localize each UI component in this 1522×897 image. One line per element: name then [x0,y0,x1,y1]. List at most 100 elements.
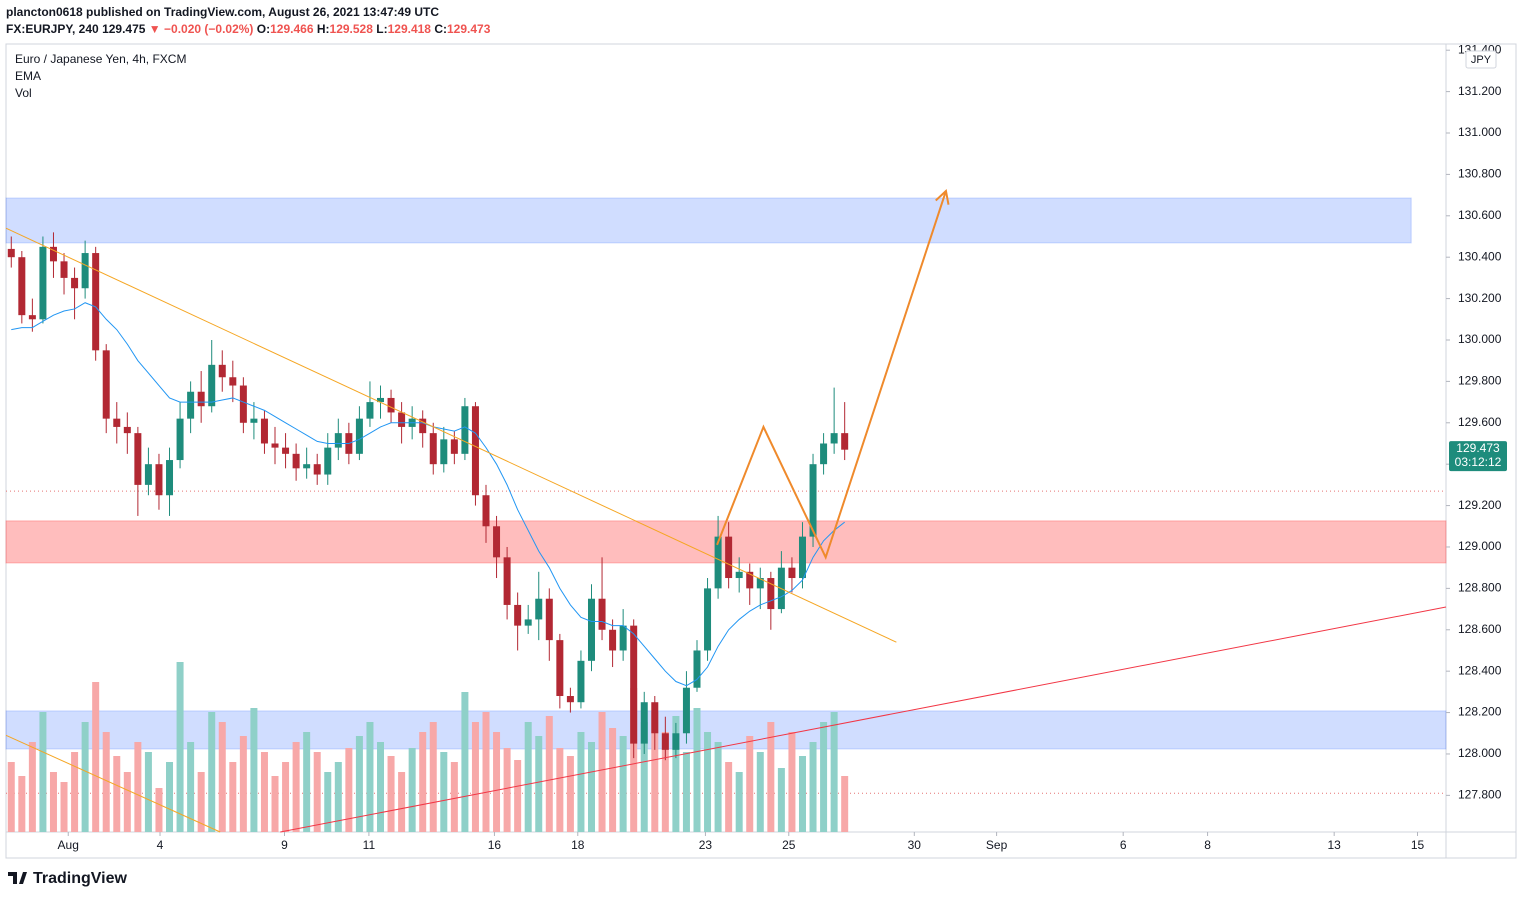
candle-body [577,660,585,703]
candle-body [28,315,36,320]
candle-body [704,588,712,651]
volume-bar [820,722,828,832]
volume-bar [176,662,184,832]
volume-pane [7,662,849,832]
candle-body [619,625,627,651]
volume-bar [493,732,501,832]
volume-bar [545,716,553,832]
volume-bar [704,732,712,832]
volume-bar [482,712,490,832]
volume-bar [155,788,163,832]
volume-bar [461,692,469,832]
candle-body [176,418,184,461]
candle-body [313,464,321,475]
candle-body [260,418,268,444]
y-tick-label: 130.800 [1458,167,1502,181]
down-arrow: ▼ [148,22,161,36]
volume-bar [81,722,89,832]
zone [5,197,1412,244]
candle-body [651,702,659,734]
publish-text: plancton0618 published on TradingView.co… [6,5,440,19]
volume-bar [355,736,363,832]
volume-bar [503,748,511,832]
volume-bar [208,712,216,832]
candle-body [841,433,849,450]
volume-bar [7,762,15,832]
candle-body [556,640,564,697]
candle-body [609,629,617,651]
candle-body [788,567,796,579]
volume-bar [419,732,427,832]
y-tick-label: 130.000 [1458,332,1502,346]
volume-bar [18,776,26,832]
volume-bar [260,752,268,832]
high-value: 129.528 [329,22,373,36]
x-tick-label: 11 [363,838,376,852]
low-value: 129.418 [387,22,431,36]
symbol: FX:EURJPY, 240 [6,22,99,36]
volume-bar [60,782,68,832]
y-tick-label: 128.600 [1458,622,1502,636]
candle-body [672,733,680,750]
y-tick-label: 130.600 [1458,208,1502,222]
candle-body [18,257,26,316]
close-value: 129.473 [447,22,491,36]
candle-body [218,364,226,378]
volume-bar [598,712,606,832]
candle-body [7,248,15,258]
x-tick-label: 6 [1120,838,1127,852]
trend-line [5,734,221,833]
legend-vol: Vol [15,86,32,100]
volume-bar [440,752,448,832]
candle-body [292,453,300,469]
change: −0.020 (−0.02%) [164,22,254,36]
volume-bar [366,722,374,832]
y-tick-label: 128.000 [1458,746,1502,760]
candle-body [229,377,237,386]
volume-bar [345,748,353,832]
x-tick-label: 8 [1204,838,1211,852]
volume-bar [714,742,722,832]
candle-body [545,598,553,641]
volume-bar [313,752,321,832]
candle-body [239,385,247,423]
candle-body [387,397,395,413]
candle-body [81,253,89,289]
volume-bar [841,776,849,832]
y-tick-label: 128.400 [1458,663,1502,677]
low-label: L: [376,22,388,36]
x-tick-label: 23 [699,838,713,852]
volume-bar [324,772,332,832]
candle-body [134,433,142,485]
candle-body [113,418,121,427]
x-tick-label: 25 [782,838,796,852]
candle-body [419,418,427,434]
candle-body [461,406,469,454]
volume-bar [134,742,142,832]
volume-bar [197,772,205,832]
x-tick-label: 30 [908,838,922,852]
candle-body [102,350,110,419]
volume-bar [334,762,342,832]
y-tick-label: 131.000 [1458,125,1502,139]
volume-bar [39,712,47,832]
x-tick-label: Sep [986,838,1008,852]
candle-body [366,402,374,419]
candle-body [49,246,57,262]
candle-body [208,364,216,407]
volume-bar [767,722,775,832]
volume-bar [377,742,385,832]
candle-body [197,391,205,407]
volume-bar [651,712,659,832]
candle-body [661,733,669,750]
x-tick-label: 16 [488,838,502,852]
volume-bar [28,742,36,832]
volume-bar [672,716,680,832]
volume-bar [756,752,764,832]
candle-body [166,460,174,496]
candle-body [303,464,311,469]
trend-line [5,227,897,643]
volume-bar [514,760,522,832]
